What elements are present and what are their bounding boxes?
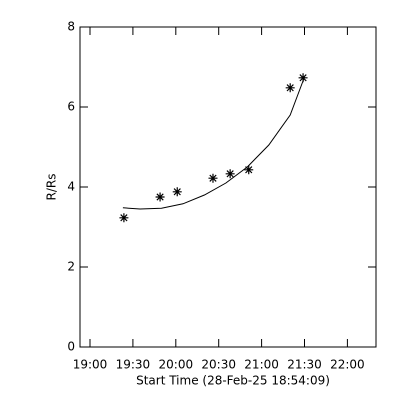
y-tick-label: 6 xyxy=(67,100,75,114)
x-tick-label: 19:30 xyxy=(116,358,151,372)
y-axis-label: R/Rs xyxy=(45,174,59,201)
x-tick-label: 22:00 xyxy=(330,358,365,372)
data-point xyxy=(298,73,308,83)
y-tick-label: 2 xyxy=(67,260,75,274)
x-tick-label: 21:30 xyxy=(287,358,322,372)
fit-curve xyxy=(122,76,305,210)
y-tick-label: 0 xyxy=(67,340,75,354)
data-point xyxy=(225,169,235,179)
data-point xyxy=(208,173,218,183)
data-point xyxy=(244,165,254,175)
y-tick-label: 8 xyxy=(67,20,75,34)
plot-frame xyxy=(79,26,377,348)
x-tick-label: 21:00 xyxy=(244,358,279,372)
x-tick-label: 20:30 xyxy=(201,358,236,372)
data-point xyxy=(119,213,129,223)
data-point xyxy=(155,192,165,202)
x-tick-label: 20:00 xyxy=(159,358,194,372)
x-axis-label: Start Time (28-Feb-25 18:54:09) xyxy=(136,374,330,388)
x-tick-label: 19:00 xyxy=(73,358,108,372)
y-tick-label: 4 xyxy=(67,180,75,194)
data-point xyxy=(285,83,295,93)
data-point xyxy=(172,187,182,197)
